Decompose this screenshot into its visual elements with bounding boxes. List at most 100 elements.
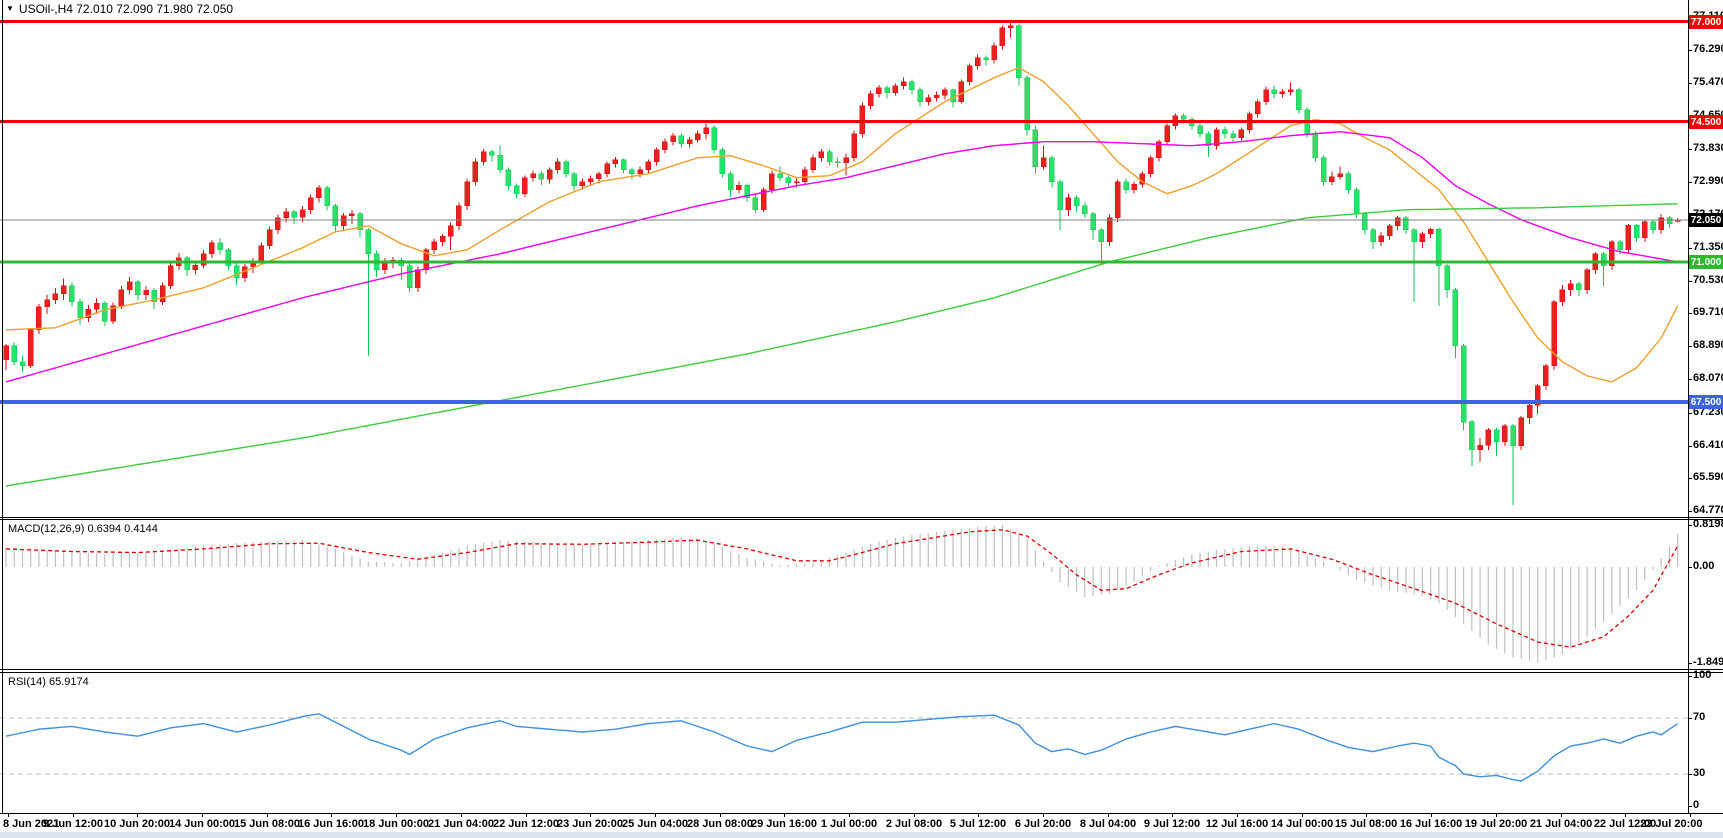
candle-body: [604, 163, 610, 174]
time-axis-label: 16 Jul 16:00: [1399, 818, 1463, 830]
candle-body: [1444, 265, 1450, 291]
chart-left-border: [2, 0, 3, 813]
candle-body: [530, 173, 536, 178]
time-axis-tick: [1108, 813, 1109, 817]
time-axis-label: 23 Jun 20:00: [556, 818, 624, 830]
price-axis-label: 72.990: [1693, 175, 1723, 187]
candle-body: [1633, 225, 1640, 239]
candle-body: [538, 173, 545, 180]
price-axis-label: 65.590: [1693, 471, 1723, 483]
candle-body: [933, 95, 940, 98]
axis-tick: [1688, 525, 1692, 526]
candle-body: [1016, 25, 1022, 78]
chevron-down-icon[interactable]: ▼: [6, 4, 14, 13]
candle-body: [1147, 157, 1154, 174]
axis-tick: [1688, 663, 1692, 664]
candle-body: [365, 229, 372, 255]
time-axis-label: 23 Jul 20:00: [1640, 818, 1703, 830]
panel-separator: [0, 519, 1723, 520]
candle-body: [1271, 89, 1277, 94]
axis-tick: [1688, 511, 1692, 512]
axis-tick: [1688, 83, 1692, 84]
price-axis[interactable]: 77.11076.29075.47074.65073.83072.99072.1…: [1688, 0, 1723, 813]
price-axis-label: 75.470: [1693, 76, 1723, 88]
candle-body: [505, 169, 512, 186]
panel-separator: [0, 672, 1723, 673]
time-axis[interactable]: 8 Jun 2021 9 Jun 12:00 10 Jun 20:00 14 Jun …: [0, 813, 1723, 832]
macd-panel[interactable]: [0, 520, 1688, 669]
rsi-plot[interactable]: [0, 673, 1688, 813]
candle-body: [1123, 181, 1129, 190]
candle-body: [727, 173, 734, 190]
candle-body: [324, 187, 330, 206]
price-tag-77000: 77.000: [1689, 15, 1723, 29]
macd-plot[interactable]: [0, 520, 1688, 669]
main-chart-panel[interactable]: [0, 0, 1688, 517]
candle-body: [1543, 365, 1549, 387]
rsi-panel[interactable]: [0, 673, 1688, 813]
candle-body: [217, 242, 223, 251]
candle-body: [1156, 141, 1162, 158]
candle-body: [991, 45, 997, 60]
time-axis-tick: [1366, 813, 1367, 817]
price-axis-label: 69.710: [1693, 306, 1723, 318]
candle-body: [316, 187, 322, 198]
axis-tick: [1688, 182, 1692, 183]
candle-body: [678, 135, 685, 144]
candle-body: [999, 27, 1006, 46]
time-axis-label: 12 Jul 16:00: [1205, 818, 1269, 830]
axis-tick: [1688, 248, 1692, 249]
candle-body: [942, 89, 948, 96]
candle-body: [1567, 283, 1574, 291]
candle-body: [1625, 225, 1632, 251]
candle-body: [513, 185, 520, 194]
time-axis-tick: [267, 813, 268, 817]
candlestick-plot[interactable]: [0, 0, 1688, 517]
macd-axis-label: 0.8198: [1693, 518, 1723, 530]
candle-body: [1279, 91, 1286, 94]
candle-body: [1287, 89, 1294, 92]
time-axis-label: 1 Jul 00:00: [820, 818, 878, 830]
candle-body: [1419, 233, 1426, 243]
symbol-info-text: USOil-,H4 72.010 72.090 71.980 72.050: [18, 2, 234, 16]
time-axis-tick: [1561, 813, 1562, 817]
candle-body: [1477, 444, 1483, 451]
time-axis-tick: [1431, 813, 1432, 817]
candle-body: [983, 57, 989, 60]
candle-body: [1320, 157, 1327, 182]
candle-body: [1164, 125, 1170, 142]
candle-body: [431, 241, 437, 251]
candle-body: [1427, 229, 1434, 235]
candle-body: [1436, 229, 1442, 267]
time-axis-tick: [978, 813, 979, 817]
candle-body: [1213, 129, 1220, 146]
panel-separator: [0, 669, 1723, 670]
time-axis-tick: [720, 813, 721, 817]
candle-body: [349, 213, 355, 217]
candle-body: [867, 93, 874, 106]
candle-body: [497, 155, 503, 170]
axis-tick: [1688, 774, 1692, 775]
time-axis-label: 19 Jul 20:00: [1464, 818, 1528, 830]
candle-body: [209, 242, 215, 255]
candle-body: [283, 211, 289, 219]
candle-body: [876, 87, 882, 94]
time-axis-tick: [784, 813, 785, 817]
candle-body: [686, 139, 693, 144]
candle-body: [1526, 404, 1533, 419]
candle-body: [118, 289, 125, 307]
candle-body: [744, 185, 750, 198]
candle-body: [135, 281, 141, 295]
candle-body: [151, 289, 157, 303]
candle-body: [777, 173, 783, 178]
candle-body: [1049, 157, 1055, 182]
candle-body: [859, 105, 866, 134]
candle-body: [587, 178, 594, 182]
candle-body: [1131, 183, 1137, 190]
candle-body: [909, 81, 915, 90]
candle-body: [810, 157, 816, 170]
candle-body: [447, 225, 454, 237]
time-axis-tick: [1690, 813, 1691, 817]
candle-body: [1551, 301, 1557, 367]
candle-body: [1576, 283, 1582, 291]
